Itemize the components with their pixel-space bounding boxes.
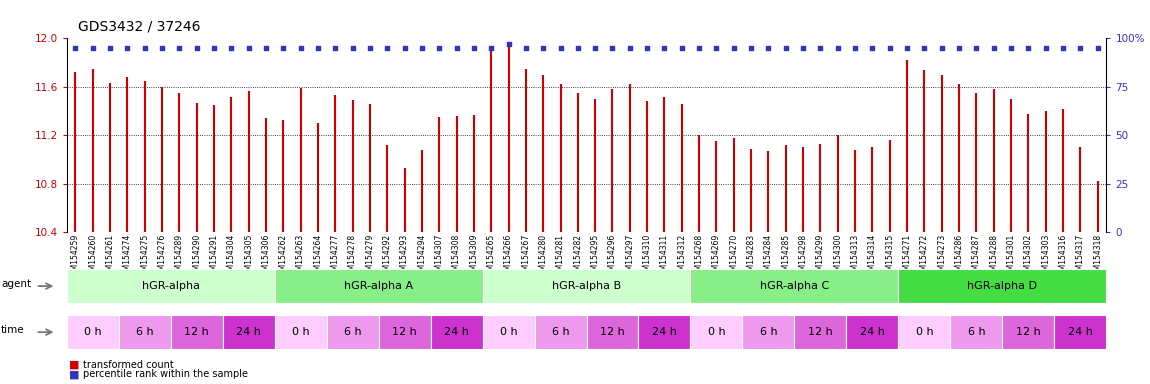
Point: [361, 45, 380, 51]
Point: [967, 45, 986, 51]
Text: percentile rank within the sample: percentile rank within the sample: [83, 369, 247, 379]
Text: 24 h: 24 h: [236, 327, 261, 337]
Text: 6 h: 6 h: [136, 327, 153, 337]
Text: 0 h: 0 h: [915, 327, 933, 337]
Text: hGR-alpha: hGR-alpha: [141, 281, 200, 291]
Text: 24 h: 24 h: [860, 327, 884, 337]
Point: [759, 45, 777, 51]
Point: [256, 45, 275, 51]
Point: [274, 45, 292, 51]
Point: [396, 45, 414, 51]
Text: hGR-alpha C: hGR-alpha C: [760, 281, 829, 291]
Point: [413, 45, 431, 51]
Text: 6 h: 6 h: [344, 327, 361, 337]
Point: [690, 45, 708, 51]
Point: [378, 45, 397, 51]
Point: [707, 45, 726, 51]
Point: [864, 45, 882, 51]
Text: 24 h: 24 h: [652, 327, 677, 337]
Point: [447, 45, 466, 51]
Point: [153, 45, 171, 51]
Point: [793, 45, 812, 51]
Text: 12 h: 12 h: [184, 327, 209, 337]
Text: hGR-alpha A: hGR-alpha A: [344, 281, 413, 291]
Point: [101, 45, 120, 51]
Point: [1053, 45, 1072, 51]
Point: [516, 45, 535, 51]
Point: [67, 45, 85, 51]
Point: [742, 45, 760, 51]
Text: 24 h: 24 h: [444, 327, 469, 337]
Text: 0 h: 0 h: [84, 327, 101, 337]
Text: 12 h: 12 h: [600, 327, 624, 337]
Point: [118, 45, 137, 51]
Point: [534, 45, 552, 51]
Point: [933, 45, 951, 51]
Point: [308, 45, 327, 51]
Text: agent: agent: [1, 279, 31, 289]
Point: [136, 45, 154, 51]
Text: transformed count: transformed count: [83, 360, 174, 370]
Text: ■: ■: [69, 360, 79, 370]
Point: [327, 45, 345, 51]
Point: [638, 45, 657, 51]
Point: [187, 45, 206, 51]
Point: [1036, 45, 1055, 51]
Point: [568, 45, 586, 51]
Point: [828, 45, 846, 51]
Point: [465, 45, 483, 51]
Text: 12 h: 12 h: [392, 327, 417, 337]
Point: [950, 45, 968, 51]
Point: [344, 45, 362, 51]
Point: [1088, 45, 1106, 51]
Point: [205, 45, 223, 51]
Point: [656, 45, 674, 51]
Point: [673, 45, 691, 51]
Text: 12 h: 12 h: [1015, 327, 1041, 337]
Point: [724, 45, 743, 51]
Text: 24 h: 24 h: [1068, 327, 1092, 337]
Point: [551, 45, 569, 51]
Point: [881, 45, 899, 51]
Text: 6 h: 6 h: [967, 327, 986, 337]
Point: [170, 45, 189, 51]
Text: GDS3432 / 37246: GDS3432 / 37246: [78, 20, 201, 34]
Point: [621, 45, 639, 51]
Point: [984, 45, 1003, 51]
Point: [1002, 45, 1020, 51]
Point: [1071, 45, 1089, 51]
Point: [811, 45, 829, 51]
Point: [499, 41, 518, 47]
Text: hGR-alpha D: hGR-alpha D: [967, 281, 1037, 291]
Point: [430, 45, 449, 51]
Point: [846, 45, 865, 51]
Point: [776, 45, 795, 51]
Point: [239, 45, 258, 51]
Point: [898, 45, 917, 51]
Text: 0 h: 0 h: [707, 327, 726, 337]
Text: 6 h: 6 h: [760, 327, 777, 337]
Text: 0 h: 0 h: [292, 327, 309, 337]
Text: 12 h: 12 h: [808, 327, 833, 337]
Text: hGR-alpha B: hGR-alpha B: [552, 281, 621, 291]
Point: [291, 45, 309, 51]
Point: [586, 45, 605, 51]
Point: [604, 45, 622, 51]
Text: time: time: [1, 325, 25, 335]
Point: [222, 45, 240, 51]
Point: [84, 45, 102, 51]
Point: [915, 45, 934, 51]
Text: 6 h: 6 h: [552, 327, 569, 337]
Text: 0 h: 0 h: [500, 327, 518, 337]
Text: ■: ■: [69, 369, 79, 379]
Point: [482, 45, 500, 51]
Point: [1019, 45, 1037, 51]
